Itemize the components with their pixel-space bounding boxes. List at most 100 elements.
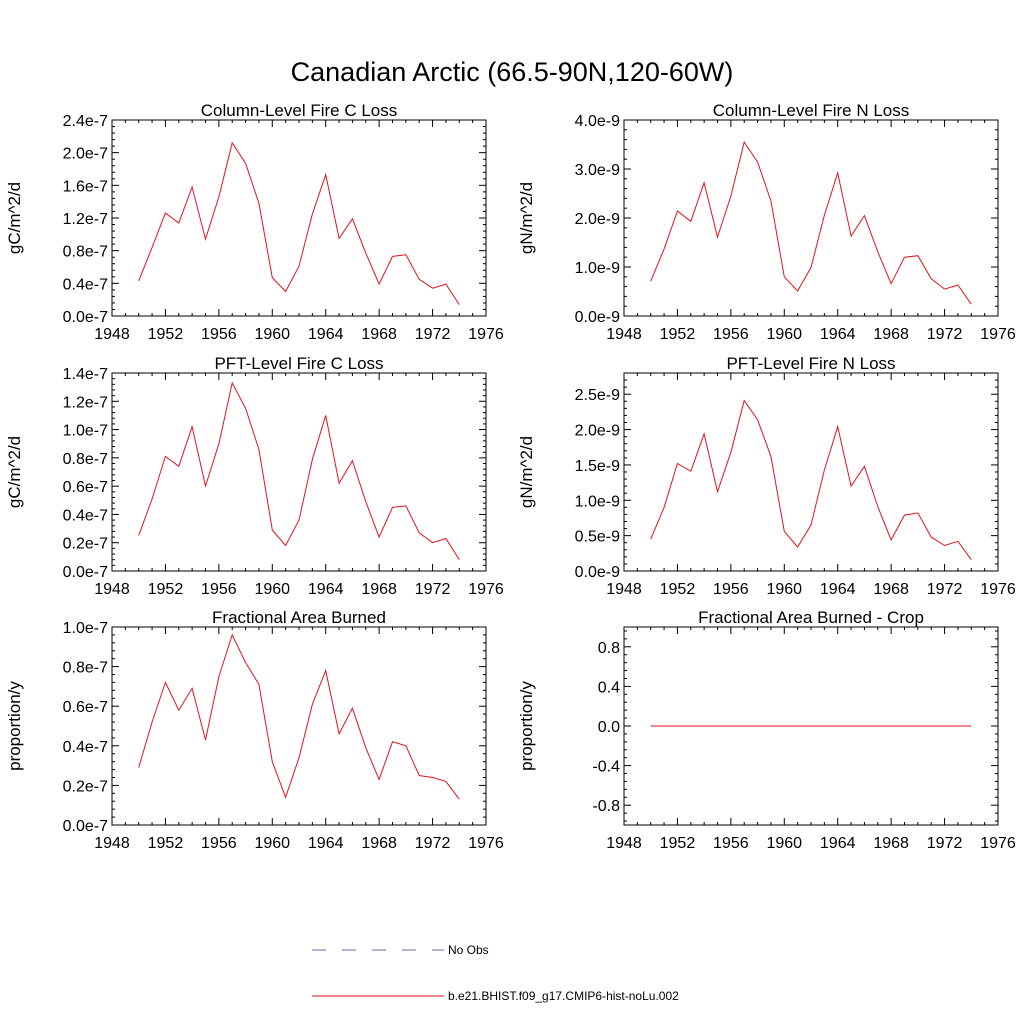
x-tick-label: 1968 [873, 326, 909, 343]
panel-5: Fractional Area Burned proportion/y 1948 19… [5, 608, 504, 852]
panel-1: Column-Level Fire C Loss gC/m^2/d 1948 1952… [5, 101, 504, 343]
x-tick-label: 1948 [606, 835, 642, 852]
x-tick-label: 1952 [660, 581, 696, 598]
y-tick-label: 1.6e-7 [63, 178, 108, 195]
y-tick-label: 2.5e-9 [575, 387, 620, 404]
plot-frame [111, 626, 487, 826]
figure-title: Canadian Arctic (66.5-90N,120-60W) [291, 57, 734, 87]
plot-frame [623, 372, 999, 572]
y-tick-label: 0.8e-7 [63, 244, 108, 261]
panel-title: Fractional Area Burned [212, 608, 386, 627]
x-tick-label: 1972 [415, 326, 451, 343]
x-tick-label: 1964 [820, 581, 856, 598]
y-tick-label: -0.8 [592, 798, 620, 815]
x-tick-label: 1948 [94, 326, 130, 343]
x-tick-label: 1952 [148, 835, 184, 852]
y-tick-label: 1.5e-9 [575, 458, 620, 475]
x-tick-label: 1960 [254, 326, 290, 343]
y-tick-label: 0.4 [598, 679, 620, 696]
panel-4: PFT-Level Fire N Loss gN/m^2/d 1948 1952 195… [517, 354, 1016, 598]
y-axis-label: gC/m^2/d [5, 436, 24, 508]
x-tick-label: 1952 [148, 326, 184, 343]
x-tick-label: 1972 [927, 835, 963, 852]
y-tick-label: 0.0e-7 [63, 309, 108, 326]
y-tick-label: 1.2e-7 [63, 211, 108, 228]
x-tick-label: 1948 [606, 581, 642, 598]
y-tick-label: 3.0e-9 [575, 162, 620, 179]
x-tick-label: 1960 [766, 835, 802, 852]
x-tick-label: 1948 [94, 581, 130, 598]
y-tick-label: 0.6e-7 [63, 479, 108, 496]
series-line-model [650, 140, 972, 305]
x-tick-label: 1968 [873, 581, 909, 598]
y-axis-label: gC/m^2/d [5, 182, 24, 254]
y-tick-label: 0.8e-7 [63, 660, 108, 677]
y-tick-label: 0.2e-7 [63, 536, 108, 553]
panel-title: Column-Level Fire C Loss [201, 101, 398, 120]
panel-title: Fractional Area Burned - Crop [698, 608, 924, 627]
y-tick-label: 0.8 [598, 640, 620, 657]
x-tick-label: 1956 [713, 581, 749, 598]
legend: No Obs b.e21.BHIST.f09_g17.CMIP6-hist-no… [312, 943, 679, 1003]
x-tick-label: 1968 [361, 835, 397, 852]
y-tick-label: -0.4 [592, 759, 620, 776]
series-line-model [138, 381, 460, 560]
x-tick-label: 1976 [468, 835, 504, 852]
x-tick-label: 1976 [468, 581, 504, 598]
x-tick-label: 1968 [361, 581, 397, 598]
legend-obs-label: No Obs [448, 943, 489, 957]
panels: Column-Level Fire C Loss gC/m^2/d 1948 1952… [5, 101, 1016, 852]
y-tick-label: 2.0e-9 [575, 423, 620, 440]
x-tick-label: 1956 [201, 326, 237, 343]
y-tick-label: 1.0e-7 [63, 423, 108, 440]
series-line-model [138, 633, 460, 800]
x-tick-label: 1956 [713, 326, 749, 343]
panel-title: PFT-Level Fire C Loss [214, 354, 383, 373]
x-tick-label: 1960 [254, 581, 290, 598]
y-tick-label: 0.0e-7 [63, 564, 108, 581]
panel-2: Column-Level Fire N Loss gN/m^2/d 1948 1952… [517, 101, 1016, 343]
x-tick-label: 1952 [148, 581, 184, 598]
y-axis-label: proportion/y [5, 681, 24, 771]
x-tick-label: 1964 [308, 581, 344, 598]
y-tick-label: 0.4e-7 [63, 739, 108, 756]
x-tick-label: 1972 [927, 581, 963, 598]
x-tick-label: 1964 [308, 835, 344, 852]
x-tick-label: 1956 [201, 835, 237, 852]
y-axis-label: proportion/y [517, 681, 536, 771]
x-tick-label: 1964 [308, 326, 344, 343]
x-tick-label: 1972 [415, 581, 451, 598]
y-tick-label: 1.0e-9 [575, 493, 620, 510]
x-tick-label: 1964 [820, 835, 856, 852]
x-tick-label: 1968 [361, 326, 397, 343]
y-tick-label: 0.0e-7 [63, 818, 108, 835]
y-tick-label: 0.4e-7 [63, 507, 108, 524]
y-tick-label: 0.0e-9 [575, 564, 620, 581]
x-tick-label: 1956 [201, 581, 237, 598]
y-axis-label: gN/m^2/d [517, 436, 536, 508]
x-tick-label: 1976 [980, 581, 1016, 598]
y-tick-label: 0.0e-9 [575, 309, 620, 326]
panel-3: PFT-Level Fire C Loss gC/m^2/d 1948 1952 195… [5, 354, 504, 598]
y-tick-label: 2.0e-9 [575, 211, 620, 228]
y-tick-label: 0.2e-7 [63, 778, 108, 795]
y-tick-label: 0.6e-7 [63, 699, 108, 716]
panel-title: Column-Level Fire N Loss [713, 101, 910, 120]
x-tick-label: 1960 [766, 581, 802, 598]
x-tick-label: 1976 [468, 326, 504, 343]
x-tick-label: 1960 [766, 326, 802, 343]
y-tick-label: 1.2e-7 [63, 394, 108, 411]
panel-title: PFT-Level Fire N Loss [726, 354, 895, 373]
x-tick-label: 1952 [660, 835, 696, 852]
y-tick-label: 0.5e-9 [575, 529, 620, 546]
series-line-model [650, 399, 972, 560]
panel-6: Fractional Area Burned - Crop proportion/… [517, 608, 1016, 852]
y-tick-label: 0.4e-7 [63, 276, 108, 293]
x-tick-label: 1964 [820, 326, 856, 343]
x-tick-label: 1972 [415, 835, 451, 852]
x-tick-label: 1976 [980, 835, 1016, 852]
x-tick-label: 1960 [254, 835, 290, 852]
y-tick-label: 1.0e-9 [575, 260, 620, 277]
